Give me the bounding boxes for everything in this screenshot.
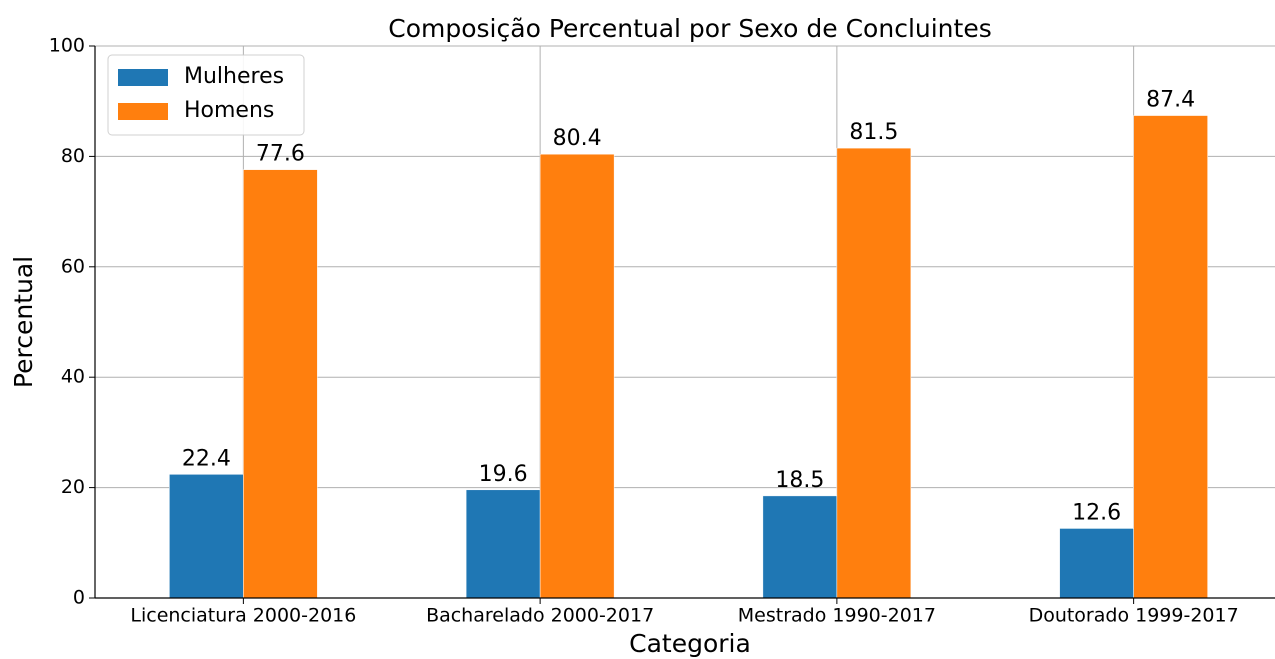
y-axis-label: Percentual [9, 256, 38, 388]
bar [762, 495, 838, 599]
y-tick-label: 0 [73, 587, 85, 609]
y-tick-label: 60 [61, 255, 85, 277]
data-label: 12.6 [1072, 500, 1121, 525]
chart-title: Composição Percentual por Sexo de Conclu… [388, 14, 991, 43]
y-tick-label: 100 [49, 35, 85, 57]
y-tick-label: 80 [61, 145, 85, 167]
data-label: 81.5 [849, 120, 898, 145]
x-tick-label: Doutorado 1999-2017 [1029, 605, 1239, 627]
bar [465, 489, 541, 599]
x-tick-label: Licenciatura 2000-2016 [130, 605, 356, 627]
legend-swatch [118, 69, 168, 86]
y-tick-label: 40 [61, 366, 85, 388]
data-label: 87.4 [1146, 88, 1195, 113]
data-label: 19.6 [479, 462, 528, 487]
legend-label: Homens [184, 98, 274, 123]
legend-swatch [118, 103, 168, 120]
data-label: 80.4 [553, 126, 602, 151]
bar [1059, 528, 1134, 599]
y-tick-label: 20 [61, 476, 85, 498]
data-label: 77.6 [256, 142, 305, 167]
data-label: 22.4 [182, 446, 231, 471]
bar [169, 474, 244, 599]
bar [836, 147, 912, 599]
bar [243, 169, 318, 599]
bar [539, 153, 615, 599]
x-tick-label: Bacharelado 2000-2017 [426, 605, 654, 627]
x-tick-label: Mestrado 1990-2017 [738, 605, 936, 627]
bar [1133, 115, 1208, 599]
data-label: 18.5 [775, 468, 824, 493]
x-axis-label: Categoria [629, 629, 751, 658]
legend-label: Mulheres [184, 64, 284, 89]
